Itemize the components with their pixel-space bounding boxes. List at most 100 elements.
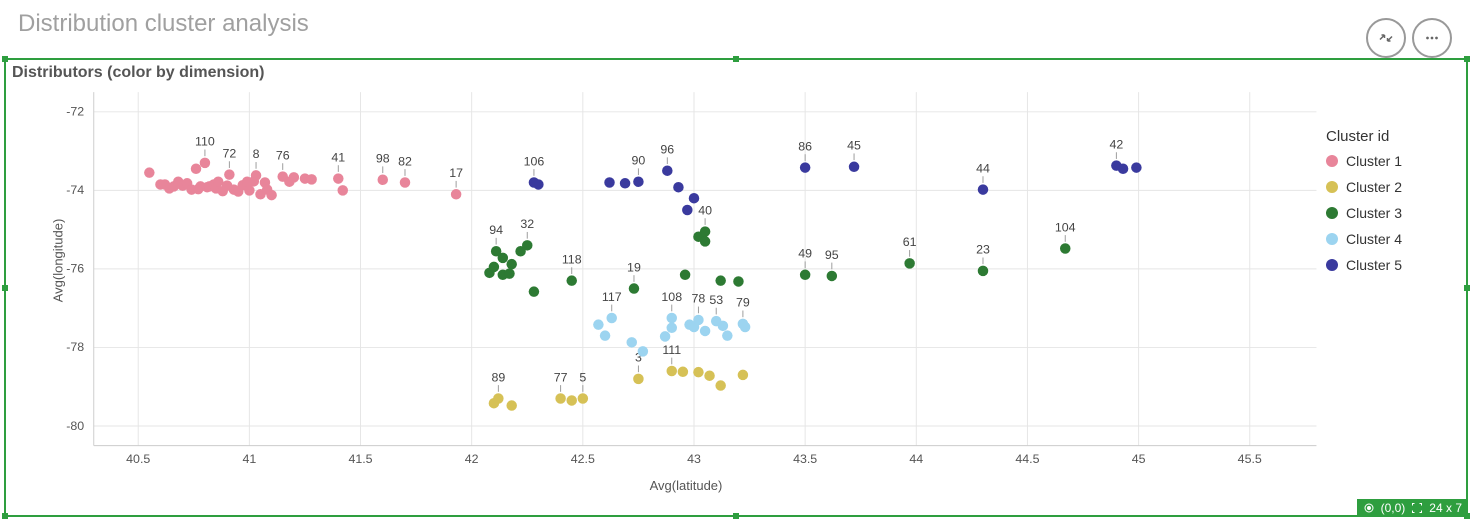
data-point[interactable]: [600, 330, 611, 341]
data-label: 49: [798, 247, 812, 261]
data-point[interactable]: [144, 167, 155, 178]
data-point[interactable]: [200, 158, 211, 169]
data-point[interactable]: [978, 184, 989, 195]
data-point[interactable]: [733, 276, 744, 287]
data-point[interactable]: [904, 258, 915, 269]
resize-handle[interactable]: [733, 56, 739, 62]
data-point[interactable]: [378, 174, 389, 185]
data-point[interactable]: [662, 165, 673, 176]
data-point[interactable]: [604, 177, 615, 188]
data-point[interactable]: [489, 262, 500, 273]
plot-area[interactable]: -72-74-76-78-8040.54141.54242.54343.5444…: [46, 88, 1326, 488]
data-label: 89: [491, 370, 505, 384]
legend-item[interactable]: Cluster 2: [1326, 179, 1446, 195]
data-label: 108: [661, 290, 682, 304]
data-point[interactable]: [506, 259, 517, 270]
data-point[interactable]: [704, 370, 715, 381]
data-point[interactable]: [722, 330, 733, 341]
data-point[interactable]: [566, 275, 577, 286]
data-point[interactable]: [522, 240, 533, 251]
legend-item[interactable]: Cluster 3: [1326, 205, 1446, 221]
data-point[interactable]: [266, 190, 277, 201]
legend-label: Cluster 1: [1346, 153, 1402, 169]
legend: Cluster id Cluster 1Cluster 2Cluster 3Cl…: [1326, 128, 1446, 283]
data-label: 96: [660, 143, 674, 157]
data-point[interactable]: [451, 189, 462, 200]
resize-handle[interactable]: [1464, 56, 1470, 62]
data-point[interactable]: [667, 313, 678, 324]
data-point[interactable]: [715, 380, 726, 391]
data-label: 44: [976, 161, 990, 175]
data-point[interactable]: [620, 178, 631, 189]
data-point[interactable]: [1118, 164, 1129, 175]
data-point[interactable]: [667, 323, 678, 334]
data-point[interactable]: [251, 170, 262, 181]
data-point[interactable]: [566, 395, 577, 406]
data-label: 32: [520, 217, 534, 231]
data-label: 17: [449, 166, 463, 180]
data-point[interactable]: [667, 366, 678, 377]
data-point[interactable]: [224, 169, 235, 180]
data-point[interactable]: [689, 193, 700, 204]
data-point[interactable]: [800, 270, 811, 281]
data-point[interactable]: [700, 326, 711, 337]
data-point[interactable]: [555, 393, 566, 404]
target-icon: [1363, 502, 1375, 514]
data-point[interactable]: [529, 286, 540, 297]
data-point[interactable]: [400, 177, 411, 188]
data-point[interactable]: [289, 172, 300, 183]
data-point[interactable]: [498, 253, 509, 264]
data-point[interactable]: [740, 322, 751, 333]
data-label: 90: [632, 154, 646, 168]
data-point[interactable]: [700, 226, 711, 237]
data-point[interactable]: [306, 174, 317, 185]
data-point[interactable]: [1060, 243, 1071, 254]
data-point[interactable]: [506, 400, 517, 411]
data-point[interactable]: [827, 271, 838, 282]
data-point[interactable]: [680, 270, 691, 281]
data-point[interactable]: [578, 393, 589, 404]
data-point[interactable]: [1131, 162, 1142, 173]
data-point[interactable]: [638, 346, 649, 357]
data-point[interactable]: [626, 337, 637, 348]
data-point[interactable]: [593, 319, 604, 330]
data-point[interactable]: [738, 370, 749, 381]
svg-text:-74: -74: [66, 183, 84, 197]
data-point[interactable]: [693, 367, 704, 378]
data-label: 5: [579, 370, 586, 384]
data-label: 41: [331, 150, 345, 164]
data-point[interactable]: [633, 176, 644, 187]
data-point[interactable]: [715, 275, 726, 286]
more-options-icon[interactable]: [1412, 18, 1452, 58]
svg-text:-72: -72: [66, 105, 84, 119]
data-point[interactable]: [700, 236, 711, 247]
data-point[interactable]: [533, 179, 544, 190]
legend-item[interactable]: Cluster 1: [1326, 153, 1446, 169]
data-point[interactable]: [606, 313, 617, 324]
svg-text:45.5: 45.5: [1238, 452, 1262, 466]
resize-handle[interactable]: [2, 56, 8, 62]
data-point[interactable]: [673, 182, 684, 193]
data-point[interactable]: [660, 331, 671, 342]
chart-selection-frame[interactable]: Distributors (color by dimension) -72-74…: [4, 58, 1468, 517]
data-point[interactable]: [718, 321, 729, 332]
data-point[interactable]: [978, 266, 989, 277]
data-point[interactable]: [800, 162, 811, 173]
data-point[interactable]: [493, 393, 504, 404]
data-point[interactable]: [682, 205, 693, 216]
data-point[interactable]: [504, 268, 515, 279]
data-point[interactable]: [337, 185, 348, 196]
data-point[interactable]: [849, 162, 860, 173]
data-point[interactable]: [629, 283, 640, 294]
scatter-plot[interactable]: -72-74-76-78-8040.54141.54242.54343.5444…: [46, 88, 1326, 488]
data-point[interactable]: [678, 367, 689, 378]
data-point[interactable]: [191, 164, 202, 175]
svg-text:42: 42: [465, 452, 479, 466]
data-point[interactable]: [333, 173, 344, 184]
fullscreen-icon[interactable]: [1366, 18, 1406, 58]
legend-item[interactable]: Cluster 4: [1326, 231, 1446, 247]
legend-item[interactable]: Cluster 5: [1326, 257, 1446, 273]
data-point[interactable]: [693, 315, 704, 326]
data-point[interactable]: [633, 374, 644, 385]
data-point[interactable]: [244, 185, 255, 196]
